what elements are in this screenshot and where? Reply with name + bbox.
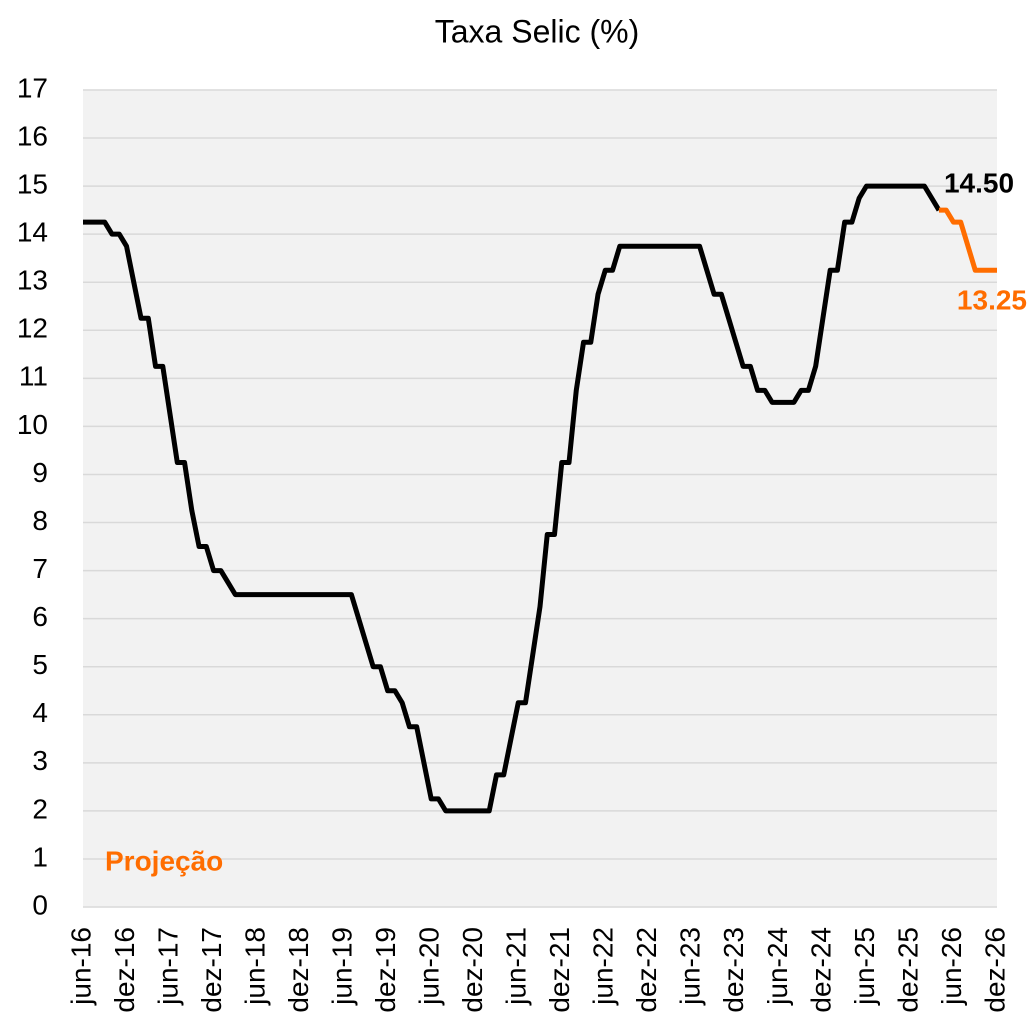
x-tick-label: dez-16 xyxy=(109,927,140,1013)
y-tick-label: 13 xyxy=(17,265,48,296)
x-tick-label: dez-22 xyxy=(631,927,662,1013)
x-tick-label: dez-20 xyxy=(457,927,488,1013)
y-tick-label: 17 xyxy=(17,72,48,103)
x-tick-label: dez-23 xyxy=(718,927,749,1013)
x-tick-label: jun-22 xyxy=(588,927,619,1006)
y-tick-label: 3 xyxy=(32,745,48,776)
y-tick-label: 16 xyxy=(17,120,48,151)
y-tick-label: 5 xyxy=(32,649,48,680)
value-label: 13.25 xyxy=(957,285,1027,316)
y-tick-label: 2 xyxy=(32,793,48,824)
y-tick-label: 1 xyxy=(32,841,48,872)
y-tick-label: 6 xyxy=(32,601,48,632)
x-tick-label: jun-16 xyxy=(65,927,96,1006)
series-line xyxy=(83,183,942,814)
x-tick-label: dez-25 xyxy=(892,927,923,1013)
legend-label: Projeção xyxy=(105,845,223,876)
x-tick-label: jun-21 xyxy=(501,927,532,1006)
x-tick-label: dez-19 xyxy=(370,927,401,1013)
x-tick-label: dez-18 xyxy=(283,927,314,1013)
x-tick-label: dez-24 xyxy=(805,927,836,1013)
y-tick-label: 8 xyxy=(32,505,48,536)
y-tick-label: 7 xyxy=(32,553,48,584)
y-tick-label: 9 xyxy=(32,457,48,488)
x-tick-label: jun-24 xyxy=(762,927,793,1006)
y-tick-label: 14 xyxy=(17,217,48,248)
x-tick-label: jun-23 xyxy=(675,927,706,1006)
x-tick-label: dez-21 xyxy=(544,927,575,1013)
x-tick-label: dez-17 xyxy=(196,927,227,1013)
y-tick-label: 4 xyxy=(32,697,48,728)
y-tick-label: 11 xyxy=(19,361,48,392)
x-tick-label: jun-19 xyxy=(327,927,358,1006)
y-tick-label: 12 xyxy=(17,313,48,344)
y-tick-label: 15 xyxy=(17,169,48,200)
y-tick-label: 0 xyxy=(32,889,48,920)
x-tick-label: jun-26 xyxy=(936,927,967,1006)
x-tick-label: jun-18 xyxy=(239,927,270,1006)
value-label: 14.50 xyxy=(944,168,1014,199)
x-tick-label: jun-20 xyxy=(414,927,445,1006)
x-tick-label: dez-26 xyxy=(979,927,1010,1013)
chart-title: Taxa Selic (%) xyxy=(435,13,640,49)
series-line xyxy=(938,207,997,273)
y-tick-label: 10 xyxy=(17,409,48,440)
x-tick-label: jun-25 xyxy=(849,927,880,1006)
plot-area xyxy=(83,90,997,907)
x-tick-label: jun-17 xyxy=(152,927,183,1006)
